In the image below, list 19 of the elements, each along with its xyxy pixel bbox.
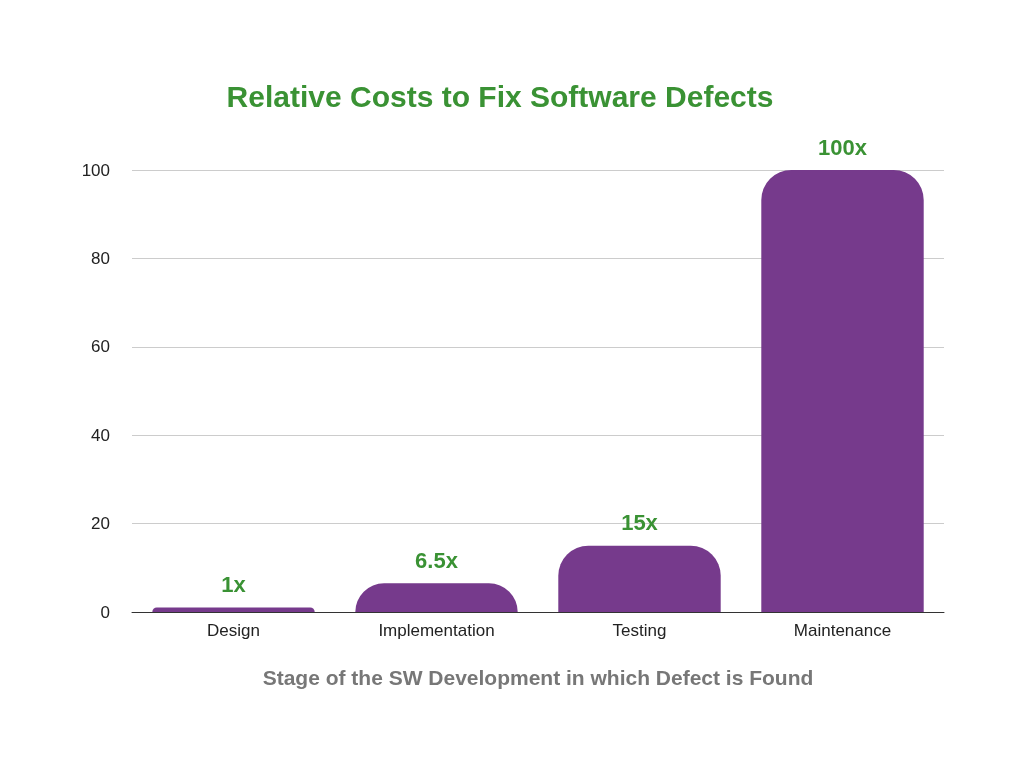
bar	[558, 545, 721, 612]
y-tick-label: 100	[81, 160, 110, 180]
y-tick-label: 60	[91, 337, 110, 357]
x-tick-label: Maintenance	[793, 621, 892, 640]
x-tick-label: Implementation	[378, 621, 495, 640]
data-label: 100x	[818, 134, 868, 160]
data-label: 15x	[621, 510, 659, 536]
x-tick-label: Design	[207, 621, 260, 640]
y-tick-label: 0	[100, 602, 110, 622]
y-tick-label: 80	[91, 248, 110, 268]
y-tick-label: 40	[91, 425, 110, 445]
x-tick-label: Testing	[612, 621, 667, 640]
data-label: 1x	[221, 572, 247, 598]
y-tick-label: 20	[91, 514, 110, 534]
bar	[761, 170, 924, 612]
bar	[152, 607, 315, 612]
data-label: 6.5x	[415, 547, 459, 573]
x-axis-title: Stage of the SW Development in which Defect is Found	[262, 666, 814, 689]
chart-title: Relative Costs to Fix Software Defects	[226, 79, 774, 113]
